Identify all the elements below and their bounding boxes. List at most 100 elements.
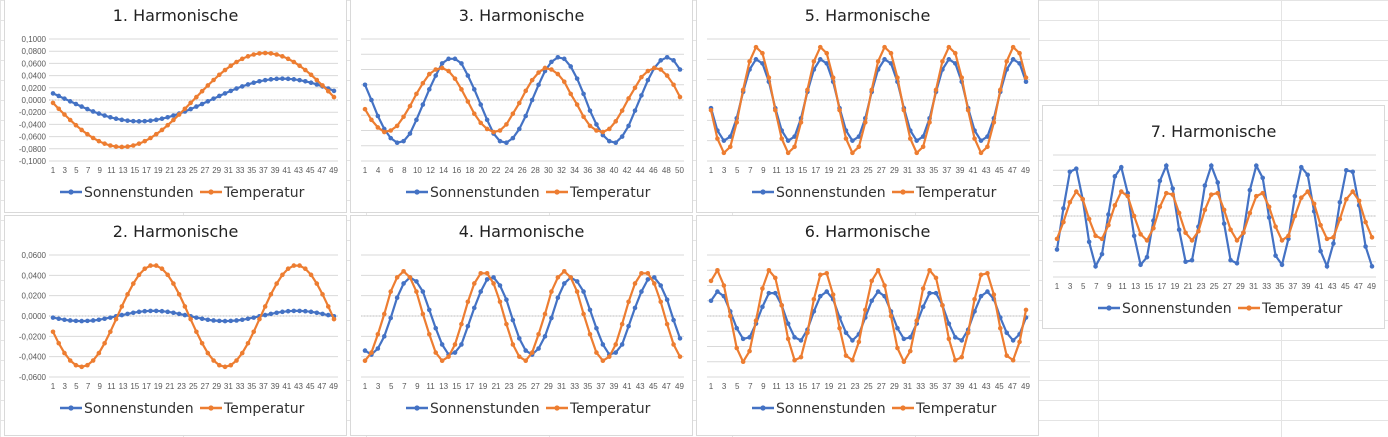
data-point-sonnenstunden: [1343, 167, 1349, 173]
data-point-sonnenstunden: [446, 56, 451, 62]
chart-title: 3. Harmonische: [458, 6, 585, 25]
x-tick-label: 35: [1275, 282, 1284, 291]
data-point-sonnenstunden: [740, 336, 746, 342]
data-point-temperatur: [1253, 193, 1259, 199]
chart-svg: 1 3 5 7 9 11 13 15 17 19 21 23 25 27 29 31 33 35 37 39 41 43 4…: [1053, 154, 1376, 317]
x-tick-label: 29: [212, 382, 221, 391]
data-point-temperatur: [772, 275, 778, 281]
data-point-temperatur: [314, 281, 320, 286]
x-tick-label: 3: [376, 382, 381, 391]
data-point-temperatur: [153, 263, 159, 268]
data-point-temperatur: [747, 59, 752, 64]
y-tick-label: 0,1000: [22, 35, 47, 44]
x-tick-label: 9: [761, 382, 766, 391]
data-point-temperatur: [320, 292, 325, 297]
data-point-sonnenstunden: [136, 309, 142, 315]
x-tick-label: 35: [929, 166, 938, 175]
data-point-temperatur: [606, 354, 612, 359]
data-point-temperatur: [1080, 196, 1086, 202]
data-point-temperatur: [102, 141, 107, 146]
data-point-temperatur: [159, 127, 165, 133]
legend-item-sonnenstunden: Sonnenstunden: [406, 185, 540, 201]
data-point-sonnenstunden: [1189, 257, 1195, 263]
x-tick-label: 31: [903, 382, 912, 391]
data-point-sonnenstunden: [1010, 338, 1016, 343]
data-point-temperatur: [1228, 227, 1233, 233]
x-tick-label: 37: [596, 382, 605, 391]
y-tick-label: -0,0400: [19, 353, 47, 362]
data-point-temperatur: [331, 94, 337, 100]
x-tick-label: 19: [154, 166, 163, 175]
data-point-temperatur: [234, 358, 239, 363]
chart-panel-4: 4. Harmonische 1 3 5 7 9 11 13 15 17 19 21 23 25 27 29 3…: [350, 215, 693, 436]
data-point-temperatur: [79, 127, 84, 133]
data-point-temperatur: [805, 330, 810, 336]
data-point-temperatur: [760, 286, 765, 291]
data-point-sonnenstunden: [262, 312, 268, 318]
x-tick-label: 39: [956, 166, 965, 175]
x-tick-label: 19: [824, 166, 833, 175]
data-point-temperatur: [73, 362, 79, 368]
data-point-temperatur: [211, 358, 216, 363]
data-point-temperatur: [303, 266, 308, 272]
data-point-sonnenstunden: [1324, 264, 1330, 269]
data-point-temperatur: [523, 88, 529, 94]
data-point-sonnenstunden: [234, 86, 239, 91]
data-point-sonnenstunden: [320, 311, 325, 317]
x-tick-label: 9: [98, 382, 103, 391]
data-point-sonnenstunden: [850, 138, 855, 143]
data-point-temperatur: [62, 350, 67, 356]
data-point-sonnenstunden: [211, 318, 216, 323]
x-tick-label: 41: [623, 382, 632, 391]
data-point-temperatur: [1260, 190, 1266, 196]
data-point-temperatur: [165, 122, 170, 128]
chart-svg: 0,0600 0,0400 0,0200 0,0000 -0,0200 -0,0400 -0…: [19, 251, 339, 417]
x-tick-label: 39: [271, 382, 280, 391]
data-point-sonnenstunden: [1131, 233, 1137, 239]
data-point-sonnenstunden: [285, 308, 291, 314]
data-point-temperatur: [882, 44, 887, 50]
data-point-sonnenstunden: [108, 315, 113, 320]
data-point-temperatur: [320, 83, 325, 88]
data-point-sonnenstunden: [1073, 166, 1079, 172]
data-point-sonnenstunden: [504, 140, 509, 145]
data-point-temperatur: [426, 71, 432, 77]
x-tick-label: 48: [662, 166, 671, 175]
legend-marker-icon: [208, 405, 214, 411]
data-point-temperatur: [862, 307, 868, 313]
data-point-temperatur: [401, 114, 406, 120]
data-point-temperatur: [869, 87, 875, 93]
data-point-sonnenstunden: [581, 91, 586, 97]
y-tick-label: 0,0800: [22, 47, 47, 56]
data-point-sonnenstunden: [952, 61, 958, 66]
data-point-temperatur: [792, 144, 797, 150]
data-point-temperatur: [613, 119, 619, 124]
chart-panel-6: 6. Harmonische 1 3 5 7 9 11 13 15 17 19 21 23 25 27 29 3…: [696, 215, 1039, 436]
x-tick-label: 9: [761, 166, 766, 175]
data-point-sonnenstunden: [727, 134, 733, 139]
x-tick-label: 3: [722, 382, 727, 391]
data-point-sonnenstunden: [946, 57, 952, 62]
data-point-sonnenstunden: [658, 283, 664, 288]
data-point-sonnenstunden: [658, 58, 664, 63]
data-point-sonnenstunden: [245, 82, 251, 87]
data-point-temperatur: [920, 286, 926, 291]
legend-item-sonnenstunden: Sonnenstunden: [1098, 301, 1232, 317]
x-tick-label: 23: [177, 382, 186, 391]
x-tick-label: 25: [864, 166, 873, 175]
data-point-temperatur: [940, 59, 945, 64]
data-point-temperatur: [262, 50, 268, 56]
data-point-sonnenstunden: [850, 338, 855, 343]
data-point-sonnenstunden: [153, 117, 159, 123]
data-point-sonnenstunden: [574, 76, 580, 81]
data-point-sonnenstunden: [268, 311, 274, 317]
data-point-sonnenstunden: [523, 113, 529, 119]
x-tick-label: 37: [942, 166, 951, 175]
data-point-sonnenstunden: [792, 134, 797, 139]
x-tick-label: 43: [982, 166, 991, 175]
x-tick-label: 13: [439, 382, 448, 391]
x-tick-label: 27: [1223, 282, 1232, 291]
data-point-temperatur: [1067, 199, 1073, 205]
y-tick-label: 0,0600: [22, 59, 47, 68]
data-point-temperatur: [148, 135, 153, 141]
